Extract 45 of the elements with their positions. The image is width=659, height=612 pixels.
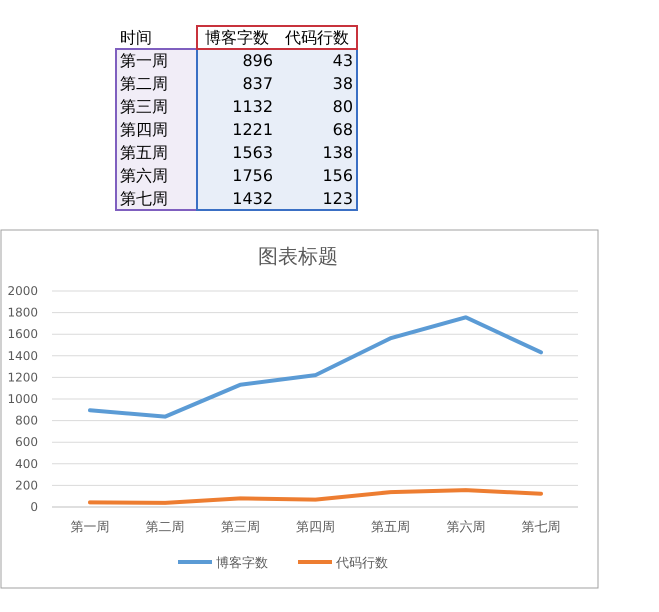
data-label: 1563 — [232, 143, 273, 162]
data-label: 138 — [322, 143, 353, 162]
y-tick-label: 0 — [30, 500, 38, 514]
x-tick-label: 第一周 — [70, 520, 110, 535]
data-label: 43 — [332, 51, 353, 70]
y-tick-label: 第五周 — [120, 143, 168, 162]
x-tick-label: 第七周 — [522, 520, 560, 535]
data-label: 68 — [332, 120, 353, 139]
legend-label: 博客字数 — [216, 555, 268, 571]
x-tick-label: 第四周 — [296, 520, 335, 535]
y-tick-label: 1600 — [7, 327, 38, 342]
y-tick-label: 1000 — [7, 392, 38, 406]
y-tick-label: 600 — [15, 435, 38, 450]
data-label: 123 — [322, 189, 353, 208]
x-tick-label: 第三周 — [220, 520, 260, 535]
data-label: 38 — [332, 74, 353, 93]
y-tick-label: 第一周 — [120, 51, 168, 70]
x-tick-label: 第六周 — [446, 520, 486, 535]
text: 时间 — [120, 28, 152, 47]
y-tick-label: 400 — [15, 456, 38, 471]
x-tick-label: 第五周 — [371, 520, 410, 535]
y-tick-label: 第三周 — [120, 97, 168, 116]
y-tick-label: 1400 — [7, 348, 38, 363]
legend-label: 代码行数 — [335, 556, 388, 571]
data-label: 156 — [322, 166, 353, 185]
data-label: 1132 — [232, 97, 273, 116]
y-tick-label: 800 — [15, 414, 38, 428]
data-label: 837 — [242, 74, 273, 93]
y-tick-label: 第四周 — [120, 120, 168, 139]
line-series — [88, 488, 543, 505]
y-tick-label: 1200 — [7, 370, 38, 384]
x-tick-label: 第二周 — [146, 520, 185, 535]
chart-title: 图表标题 — [258, 244, 338, 268]
y-tick-label: 第七周 — [120, 189, 168, 208]
y-tick-label: 200 — [15, 478, 38, 492]
data-label: 1432 — [232, 189, 273, 208]
data-label: 1221 — [232, 120, 273, 139]
y-tick-label: 2000 — [7, 284, 38, 298]
y-tick-label: 1800 — [7, 306, 38, 320]
data-label: 896 — [242, 51, 273, 70]
line-series — [88, 315, 543, 419]
y-tick-label: 第六周 — [120, 166, 168, 185]
data-label: 80 — [332, 97, 353, 116]
data-label: 1756 — [232, 166, 273, 185]
y-tick-label: 第二周 — [120, 74, 168, 93]
